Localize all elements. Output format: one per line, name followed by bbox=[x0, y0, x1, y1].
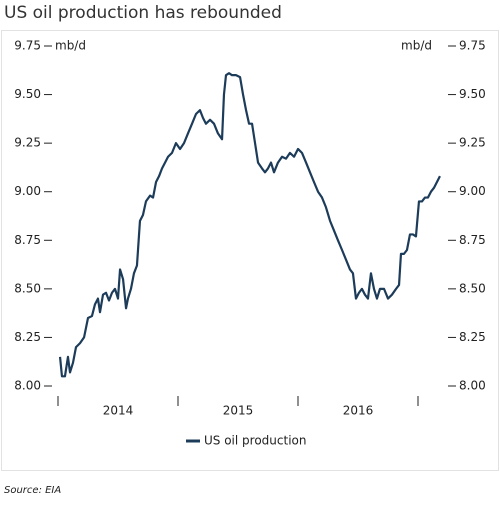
y-tick-label: 8.75 bbox=[14, 233, 41, 247]
y-unit: mb/d bbox=[55, 39, 86, 53]
y2-tick-label: 9.50 bbox=[459, 87, 486, 101]
y-tick-label: 9.75 bbox=[14, 39, 41, 53]
legend-label: US oil production bbox=[204, 434, 306, 448]
y-tick-label: 8.25 bbox=[14, 330, 41, 344]
y-tick-label: 8.00 bbox=[14, 379, 41, 393]
data-line bbox=[58, 72, 441, 378]
y2-tick-label: 9.00 bbox=[459, 184, 486, 198]
y2-tick-label: 9.75 bbox=[459, 39, 486, 53]
y2-tick-label: 9.25 bbox=[459, 136, 486, 150]
x-tick-label: 2014 bbox=[103, 404, 134, 418]
chart-title: US oil production has rebounded bbox=[4, 3, 282, 23]
y2-tick-label: 8.25 bbox=[459, 330, 486, 344]
y2-tick-label: 8.00 bbox=[459, 379, 486, 393]
y2-unit: mb/d bbox=[401, 39, 432, 53]
y2-tick-label: 8.50 bbox=[459, 281, 486, 295]
y2-tick-label: 8.75 bbox=[459, 233, 486, 247]
y-tick-label: 9.50 bbox=[14, 87, 41, 101]
y-tick-label: 8.50 bbox=[14, 281, 41, 295]
chart-frame bbox=[1, 30, 499, 471]
y-tick-label: 9.00 bbox=[14, 184, 41, 198]
y-tick-label: 9.25 bbox=[14, 136, 41, 150]
x-tick-label: 2016 bbox=[343, 404, 374, 418]
source: Source: EIA bbox=[4, 485, 61, 496]
x-tick-label: 2015 bbox=[223, 404, 254, 418]
